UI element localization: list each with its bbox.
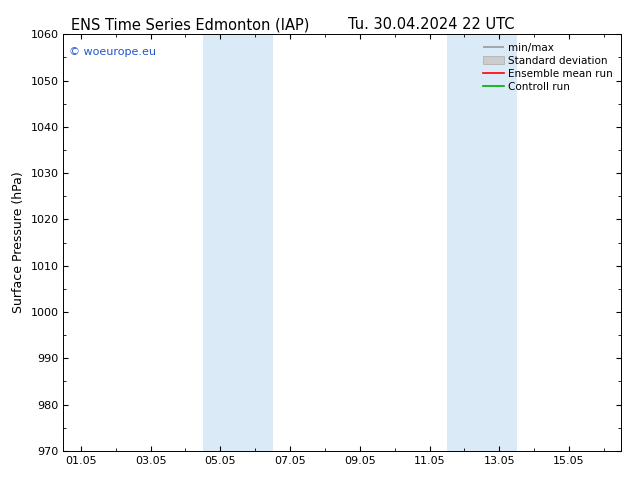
Y-axis label: Surface Pressure (hPa): Surface Pressure (hPa) bbox=[12, 172, 25, 314]
Text: Tu. 30.04.2024 22 UTC: Tu. 30.04.2024 22 UTC bbox=[348, 17, 514, 32]
Text: © woeurope.eu: © woeurope.eu bbox=[69, 47, 156, 57]
Bar bbox=[447, 34, 517, 451]
Legend: min/max, Standard deviation, Ensemble mean run, Controll run: min/max, Standard deviation, Ensemble me… bbox=[480, 40, 616, 95]
Bar bbox=[203, 34, 273, 451]
Text: ENS Time Series Edmonton (IAP): ENS Time Series Edmonton (IAP) bbox=[71, 17, 309, 32]
